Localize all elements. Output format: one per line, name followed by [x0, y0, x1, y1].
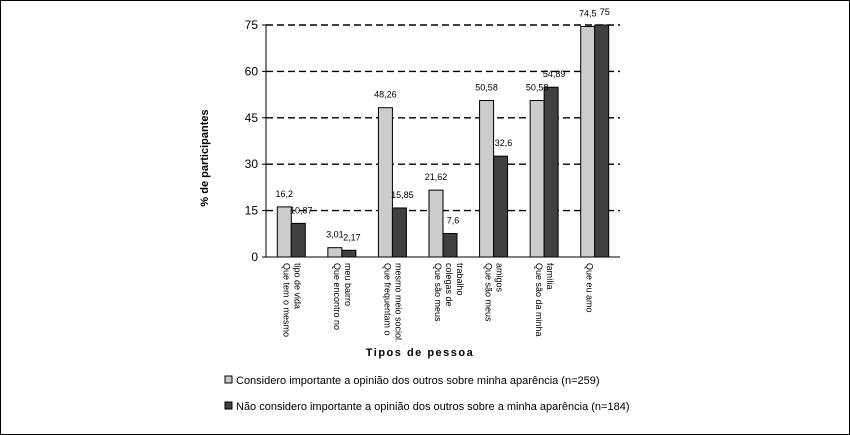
data-label: 16,2	[276, 189, 294, 199]
category-label: família	[545, 263, 555, 290]
y-tick-label: 30	[245, 157, 259, 171]
bar	[442, 232, 458, 258]
legend-label: Não considero importante a opinião dos o…	[236, 401, 630, 413]
y-axis-title: % de participantes	[199, 109, 211, 206]
legend: Considero importante a opinião dos outro…	[224, 375, 630, 413]
data-label: 50,58	[526, 83, 549, 93]
bar	[327, 247, 343, 258]
category-label: meu bairro	[343, 263, 353, 306]
y-tick-label: 60	[245, 64, 259, 78]
bar	[543, 86, 559, 258]
category-label: Que frequentam o	[382, 263, 392, 336]
bar	[529, 100, 545, 258]
bar	[341, 249, 357, 258]
gridlines	[266, 24, 620, 212]
bar	[580, 26, 596, 258]
bars	[276, 24, 610, 258]
legend-swatch	[224, 401, 233, 410]
bar	[428, 189, 444, 258]
y-tick-label: 75	[245, 18, 259, 32]
category-label: Que são da minha	[534, 263, 544, 337]
category-label: amigos	[495, 263, 505, 293]
data-label: 50,58	[475, 83, 498, 93]
category-label: Que são meus	[433, 263, 443, 322]
bar	[377, 107, 393, 258]
bar	[290, 222, 306, 258]
data-label: 21,62	[425, 172, 448, 182]
legend-swatch	[224, 375, 233, 384]
data-label: 2,17	[343, 232, 361, 242]
axes	[265, 25, 620, 258]
data-label: 75	[600, 7, 610, 17]
y-tick-label: 0	[251, 250, 258, 264]
category-label: Que tem o mesmo	[281, 263, 291, 337]
category-label: Que encontro no	[332, 263, 342, 330]
data-label: 10,87	[290, 205, 313, 215]
data-label: 74,5	[579, 9, 597, 19]
category-label: trabalho	[455, 263, 465, 296]
y-axis-ticks: 0 15 30 45 60 75	[245, 18, 266, 264]
legend-label: Considero importante a opinião dos outro…	[236, 375, 600, 387]
category-labels: Que tem o mesmo tipo de vida Que encontro …	[281, 263, 594, 343]
y-tick-label: 15	[245, 204, 259, 218]
category-label: colegas de	[444, 263, 454, 307]
data-label: 48,26	[374, 90, 397, 100]
bar	[493, 155, 509, 258]
category-label: mesmo meio sociol.	[393, 263, 403, 343]
data-labels: 16,2 10,87 3,01 2,17 48,26 15,85 21,62 7,6 50,58…	[276, 7, 610, 242]
bar	[479, 100, 495, 258]
data-label: 54,89	[543, 69, 566, 79]
bar	[594, 24, 610, 258]
data-label: 3,01	[326, 230, 344, 240]
data-label: 7,6	[447, 215, 460, 225]
x-axis-title: Tipos de pessoa	[366, 347, 475, 359]
y-tick-label: 45	[245, 111, 259, 125]
category-label: Que eu amo	[585, 263, 595, 313]
category-label: Que são meus	[484, 263, 494, 322]
data-label: 15,85	[391, 190, 414, 200]
category-label: tipo de vida	[292, 263, 302, 309]
bar	[391, 207, 407, 258]
data-label: 32,6	[495, 138, 513, 148]
